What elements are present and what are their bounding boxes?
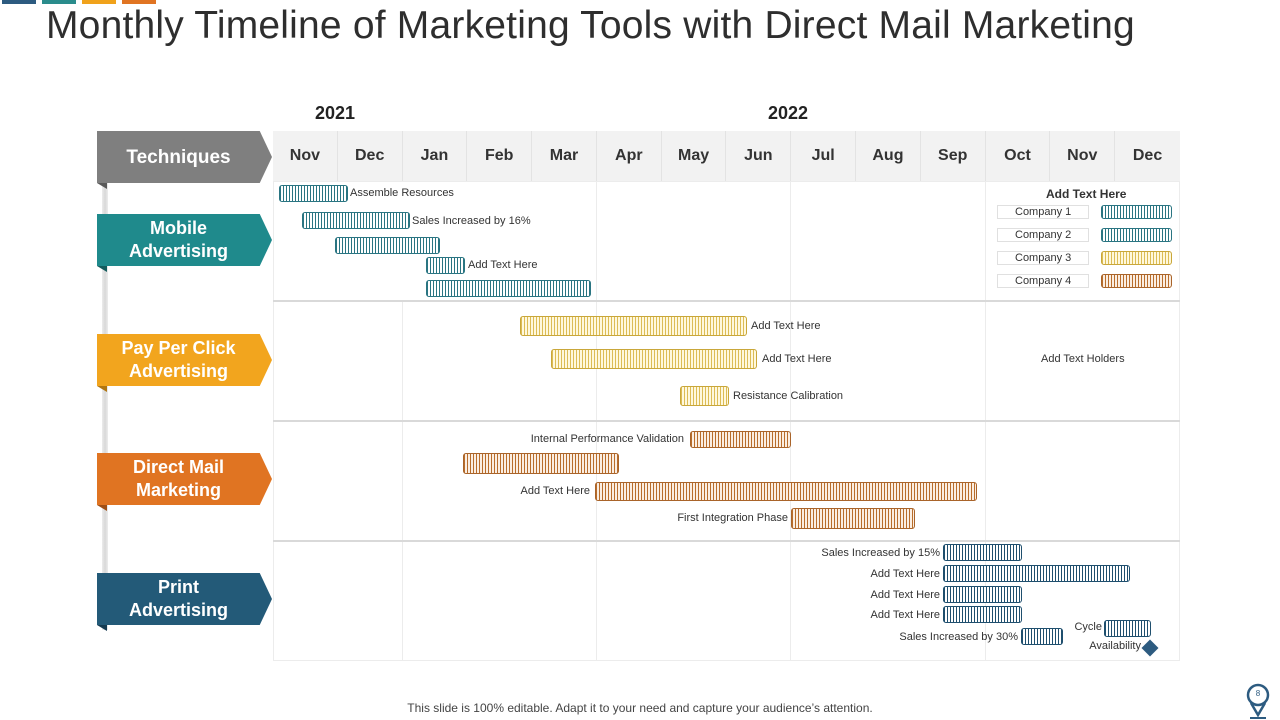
legend-title: Add Text Here bbox=[1046, 187, 1127, 201]
legend-item-company-4: Company 4 bbox=[997, 274, 1089, 288]
legend-swatch-company-2 bbox=[1101, 228, 1172, 242]
month-may: May bbox=[662, 131, 727, 181]
legend-item-company-1: Company 1 bbox=[997, 205, 1089, 219]
legend-swatch-company-4 bbox=[1101, 274, 1172, 288]
grid-line bbox=[402, 301, 403, 661]
gantt-bar bbox=[302, 212, 410, 229]
legend-item-company-2: Company 2 bbox=[997, 228, 1089, 242]
month-mar: Mar bbox=[532, 131, 597, 181]
month-nov-2022: Nov bbox=[1050, 131, 1116, 181]
label-fold bbox=[97, 505, 107, 511]
location-pin-icon bbox=[1246, 683, 1270, 719]
month-dec-2022: Dec bbox=[1132, 147, 1163, 164]
gantt-bar bbox=[943, 544, 1022, 561]
row-divider bbox=[273, 300, 1180, 302]
page-title: Monthly Timeline of Marketing Tools with… bbox=[46, 4, 1135, 47]
category-print-advertising: Print Advertising bbox=[97, 573, 272, 625]
category-label: Pay Per Click Advertising bbox=[121, 338, 236, 381]
label-stripe bbox=[102, 183, 108, 630]
bar-label: Add Text Here bbox=[762, 353, 832, 365]
label-fold bbox=[97, 625, 107, 631]
year-label-2021: 2021 bbox=[315, 103, 356, 123]
gantt-bar bbox=[520, 316, 747, 336]
bar-label: Add Text Here bbox=[468, 259, 538, 271]
note-text: Add Text Holders bbox=[1041, 353, 1125, 365]
gantt-bar bbox=[551, 349, 757, 369]
accent-bar-4 bbox=[122, 0, 156, 4]
gantt-bar bbox=[943, 586, 1022, 603]
bar-label: Add Text Here bbox=[520, 485, 590, 497]
month-oct: Oct bbox=[986, 131, 1051, 181]
month-header: Nov Dec Jan Feb Mar Apr May Jun Jul Aug … bbox=[273, 131, 1180, 181]
year-label-2022: 2022 bbox=[768, 103, 809, 123]
gantt-bar bbox=[595, 482, 977, 501]
gantt-bar bbox=[943, 565, 1130, 582]
category-direct-mail: Direct Mail Marketing bbox=[97, 453, 272, 505]
month-aug: Aug bbox=[856, 131, 921, 181]
bar-label: Add Text Here bbox=[870, 589, 940, 601]
legend-item-company-3: Company 3 bbox=[997, 251, 1089, 265]
month-jan: Jan bbox=[403, 131, 468, 181]
bar-label: First Integration Phase bbox=[677, 512, 788, 524]
bar-label: Add Text Here bbox=[870, 568, 940, 580]
bar-label: Assemble Resources bbox=[350, 187, 454, 199]
category-pay-per-click: Pay Per Click Advertising bbox=[97, 334, 272, 386]
bar-label: Internal Performance Validation bbox=[530, 433, 684, 445]
month-jun: Jun bbox=[726, 131, 792, 181]
accent-bar-2 bbox=[42, 0, 76, 4]
gantt-bar bbox=[426, 280, 591, 297]
gantt-bar bbox=[279, 185, 348, 202]
accent-bar-1 bbox=[2, 0, 36, 4]
gantt-bar bbox=[680, 386, 729, 406]
month-sep: Sep bbox=[921, 131, 986, 181]
bar-label: Resistance Calibration bbox=[733, 390, 844, 402]
accent-bar-3 bbox=[82, 0, 116, 4]
category-label: Mobile Advertising bbox=[128, 218, 229, 261]
category-label: Direct Mail Marketing bbox=[132, 457, 225, 500]
techniques-header: Techniques bbox=[97, 131, 272, 183]
legend-swatch-company-3 bbox=[1101, 251, 1172, 265]
gantt-bar bbox=[335, 237, 440, 254]
bar-label: Add Text Here bbox=[870, 609, 940, 621]
bar-label: Sales Increased by 30% bbox=[899, 631, 1018, 643]
gantt-bar bbox=[426, 257, 465, 274]
legend-swatch-company-1 bbox=[1101, 205, 1172, 219]
month-apr: Apr bbox=[597, 131, 662, 181]
bar-label: Add Text Here bbox=[751, 320, 821, 332]
milestone-label: Availability bbox=[1089, 640, 1141, 652]
category-label: Print Advertising bbox=[128, 577, 229, 620]
label-fold bbox=[97, 266, 107, 272]
gantt-bar bbox=[943, 606, 1022, 623]
gantt-bar bbox=[1021, 628, 1063, 645]
bar-label: Sales Increased by 16% bbox=[412, 215, 531, 227]
month-dec-2021: Dec bbox=[338, 131, 403, 181]
page-number: 8 bbox=[1255, 689, 1261, 698]
label-fold bbox=[97, 183, 107, 189]
month-feb: Feb bbox=[467, 131, 533, 181]
category-mobile-advertising: Mobile Advertising bbox=[97, 214, 272, 266]
label-fold bbox=[97, 386, 107, 392]
gantt-bar bbox=[690, 431, 791, 448]
bar-label: Sales Increased by 15% bbox=[821, 547, 940, 559]
row-divider bbox=[273, 420, 1180, 422]
month-jul: Jul bbox=[791, 131, 857, 181]
footer-note: This slide is 100% editable. Adapt it to… bbox=[407, 701, 873, 715]
gantt-bar bbox=[791, 508, 915, 529]
bar-label: Cycle bbox=[1074, 621, 1102, 633]
gantt-bar bbox=[463, 453, 619, 474]
gantt-bar bbox=[1104, 620, 1151, 637]
month-nov-2021: Nov bbox=[273, 131, 338, 181]
techniques-label: Techniques bbox=[126, 146, 231, 168]
row-divider bbox=[273, 540, 1180, 542]
